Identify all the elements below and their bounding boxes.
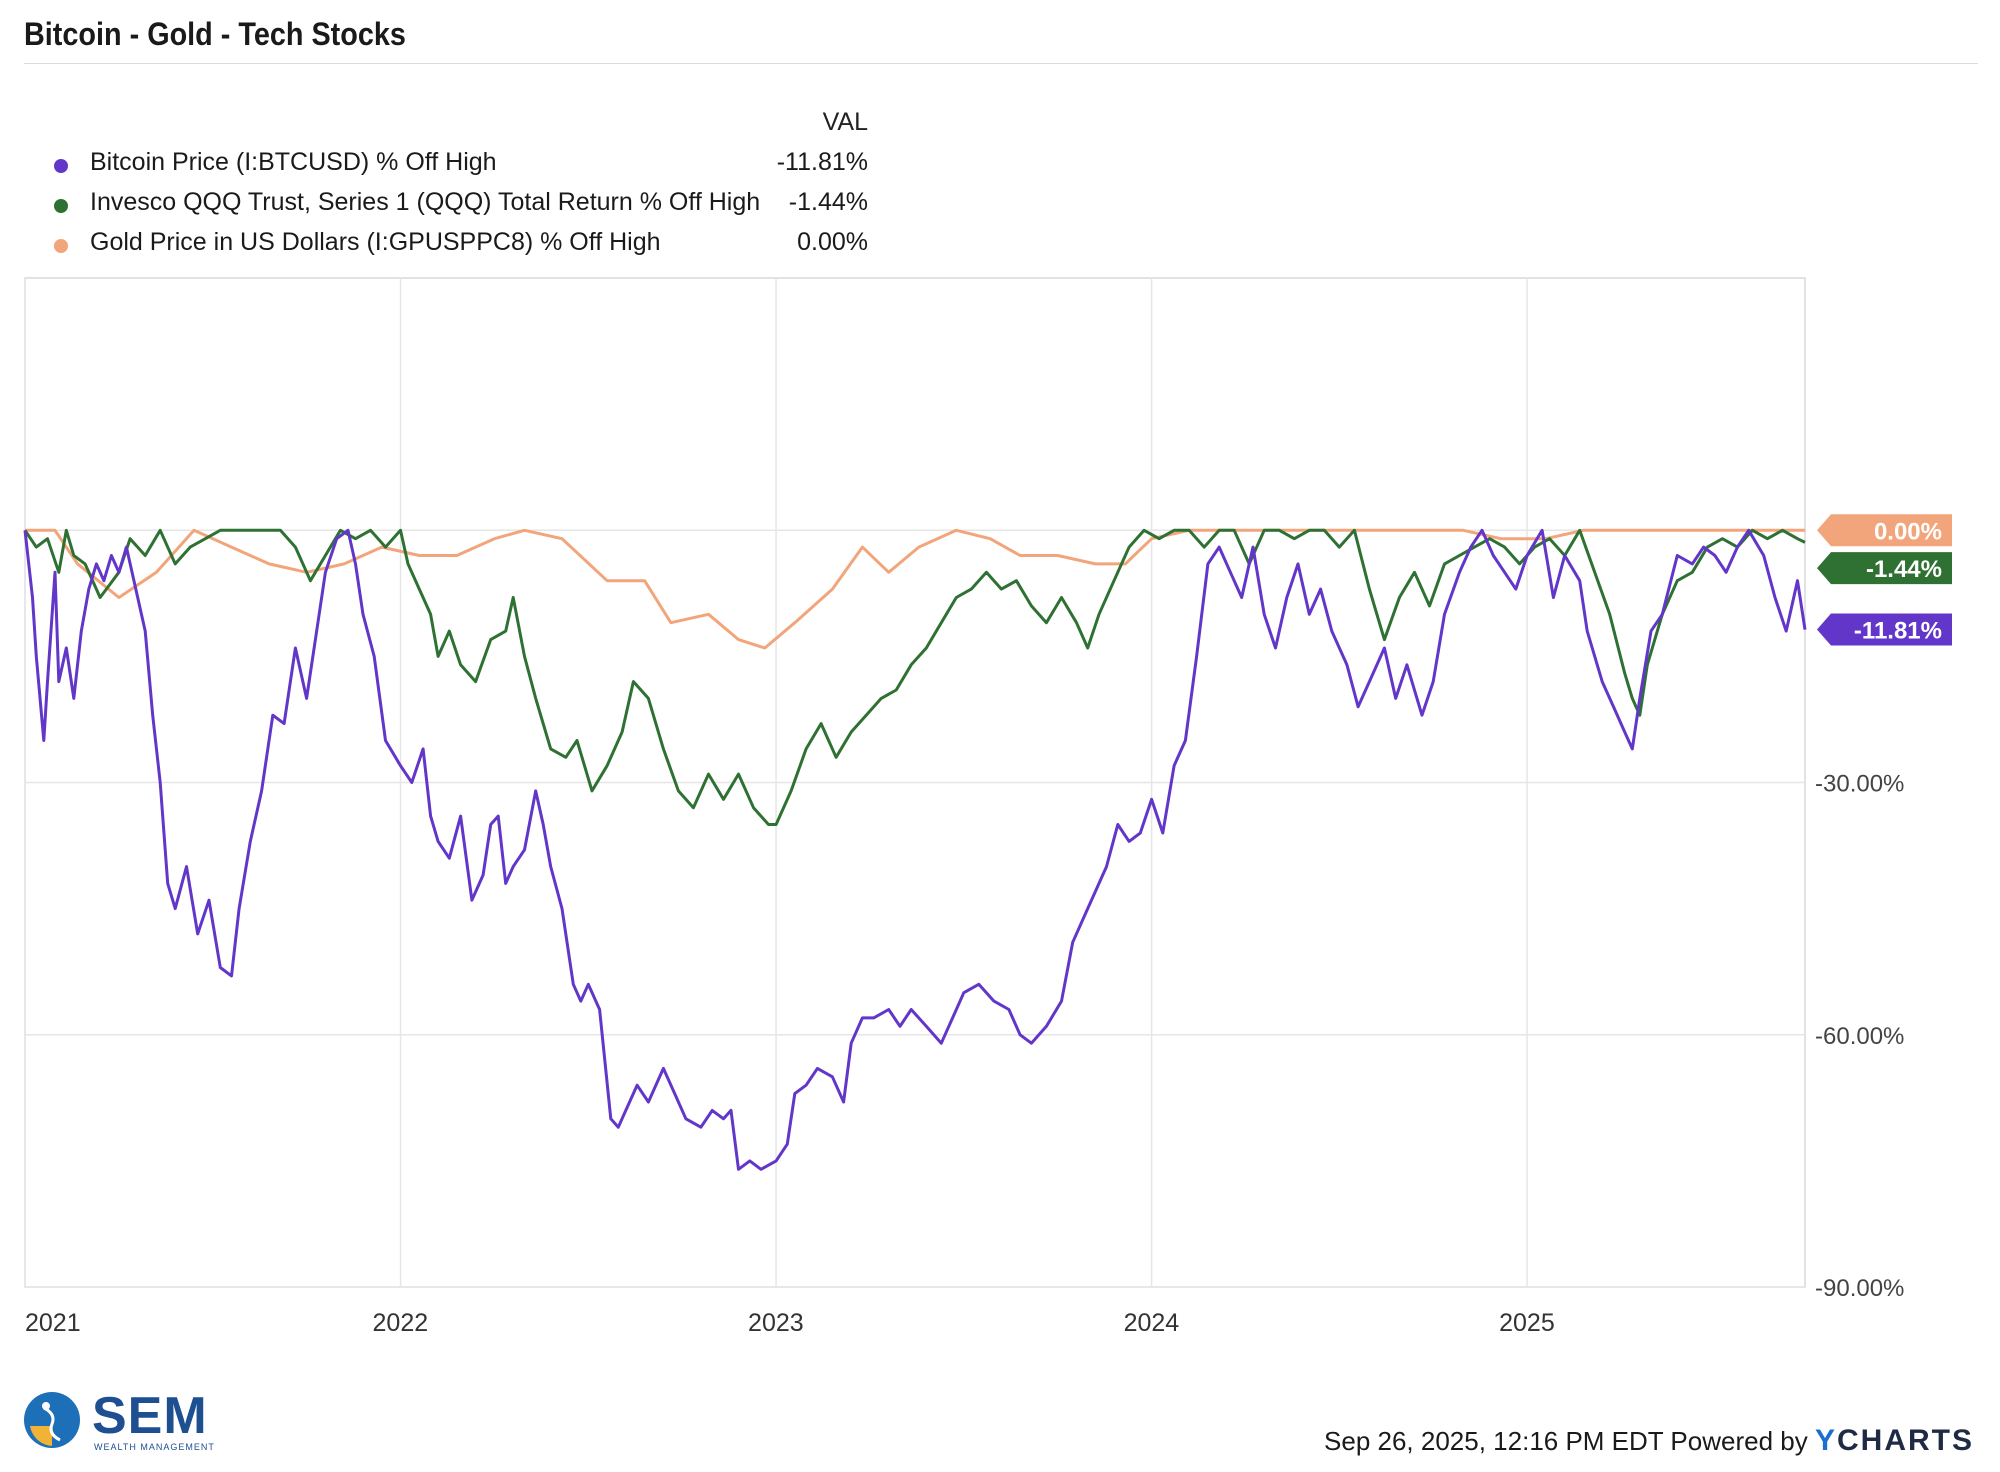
- footer: Sep 26, 2025, 12:16 PM EDT Powered by YC…: [1324, 1424, 1974, 1458]
- x-tick-label: 2022: [373, 1309, 429, 1337]
- ycharts-rest: CHARTS: [1837, 1424, 1974, 1457]
- y-tick-label: -30.00%: [1815, 771, 1904, 798]
- title-divider: [24, 63, 1978, 64]
- legend-dot-bitcoin: [54, 159, 68, 173]
- end-value-label: 0.00%: [1874, 518, 1942, 545]
- chart-title: Bitcoin - Gold - Tech Stocks: [24, 16, 406, 52]
- end-value-label: -1.44%: [1866, 556, 1942, 583]
- y-tick-label: -60.00%: [1815, 1023, 1904, 1050]
- ycharts-brand[interactable]: YCHARTS: [1815, 1424, 1974, 1457]
- series-line-1: [23, 528, 1806, 826]
- legend-label-gold: Gold Price in US Dollars (I:GPUSPPC8) % …: [90, 228, 661, 256]
- end-value-tag: [1817, 552, 1952, 585]
- x-tick-label: 2025: [1499, 1309, 1555, 1337]
- globe-icon: [24, 1392, 80, 1448]
- end-value-tag: [1817, 514, 1952, 547]
- logo-wordmark: SEM: [92, 1387, 208, 1445]
- legend-value-header: VAL: [822, 108, 868, 136]
- legend-value-bitcoin: -11.81%: [776, 148, 868, 176]
- series-line-2: [23, 528, 1807, 1171]
- ycharts-y: Y: [1814, 1424, 1837, 1457]
- timestamp: Sep 26, 2025, 12:16 PM EDT Powered by: [1324, 1426, 1808, 1456]
- legend-item-qqq[interactable]: Invesco QQQ Trust, Series 1 (QQQ) Total …: [48, 188, 868, 228]
- end-value-label: -11.81%: [1854, 618, 1942, 645]
- legend-dot-qqq: [54, 199, 68, 213]
- logo-subtitle: WEALTH MANAGEMENT: [94, 1442, 215, 1452]
- legend-label-bitcoin: Bitcoin Price (I:BTCUSD) % Off High: [90, 148, 497, 176]
- legend-value-qqq: -1.44%: [788, 188, 868, 216]
- legend-value-gold: 0.00%: [797, 228, 868, 256]
- legend-dot-gold: [54, 239, 68, 253]
- end-value-tag: [1817, 613, 1952, 646]
- x-tick-label: 2021: [25, 1309, 81, 1337]
- x-tick-label: 2023: [748, 1309, 804, 1337]
- legend-item-bitcoin[interactable]: Bitcoin Price (I:BTCUSD) % Off High -11.…: [48, 148, 868, 188]
- x-tick-label: 2024: [1124, 1309, 1180, 1337]
- legend-label-qqq: Invesco QQQ Trust, Series 1 (QQQ) Total …: [90, 188, 761, 216]
- series-line-0: [25, 528, 1805, 650]
- y-tick-label: -90.00%: [1815, 1275, 1904, 1302]
- sem-logo: SEM WEALTH MANAGEMENT: [22, 1387, 222, 1452]
- legend-item-gold[interactable]: Gold Price in US Dollars (I:GPUSPPC8) % …: [48, 228, 868, 268]
